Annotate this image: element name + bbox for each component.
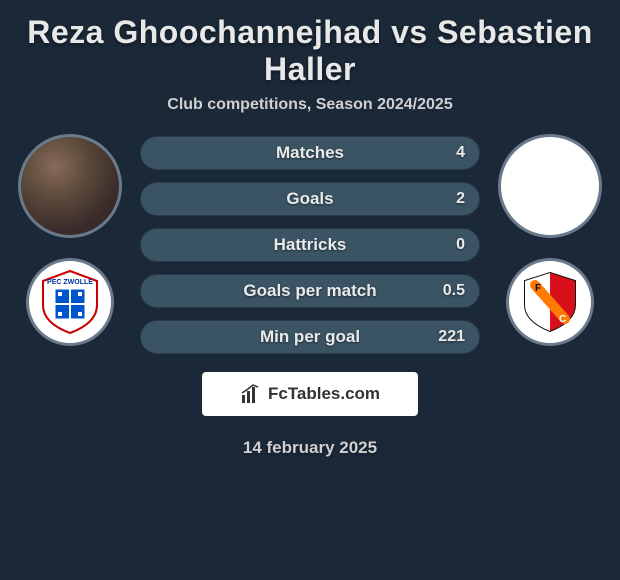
stat-label: Goals: [286, 189, 333, 209]
stat-row-mpg: Min per goal 221: [140, 320, 480, 354]
stat-label: Goals per match: [243, 281, 376, 301]
club-right-badge: F C: [506, 258, 594, 346]
stat-right-value: 0: [456, 236, 465, 254]
stat-row-matches: Matches 4: [140, 136, 480, 170]
stat-row-hattricks: Hattricks 0: [140, 228, 480, 262]
pec-zwolle-icon: PEC ZWOLLE: [35, 267, 105, 337]
stat-row-goals: Goals 2: [140, 182, 480, 216]
stat-label: Hattricks: [274, 235, 347, 255]
stat-label: Min per goal: [260, 327, 360, 347]
branding-badge[interactable]: FcTables.com: [202, 372, 418, 416]
stat-label: Matches: [276, 143, 344, 163]
stat-row-gpm: Goals per match 0.5: [140, 274, 480, 308]
player-right-avatar: [498, 134, 602, 238]
right-column: F C: [490, 134, 610, 346]
stat-right-value: 4: [456, 144, 465, 162]
subtitle: Club competitions, Season 2024/2025: [0, 96, 620, 134]
left-column: PEC ZWOLLE: [10, 134, 130, 346]
svg-text:F: F: [535, 283, 541, 294]
stat-right-value: 2: [456, 190, 465, 208]
player-left-avatar: [18, 134, 122, 238]
page-title: Reza Ghoochannejhad vs Sebastien Haller: [0, 0, 620, 96]
stat-right-value: 0.5: [443, 282, 465, 300]
chart-icon: [240, 383, 262, 405]
date-line: 14 february 2025: [140, 438, 480, 458]
stat-right-value: 221: [438, 328, 465, 346]
stats-column: Matches 4 Goals 2 Hattricks 0 Goals per …: [130, 134, 490, 458]
comparison-card: Reza Ghoochannejhad vs Sebastien Haller …: [0, 0, 620, 580]
club-left-badge: PEC ZWOLLE: [26, 258, 114, 346]
svg-text:C: C: [559, 314, 566, 325]
fc-utrecht-icon: F C: [515, 267, 585, 337]
branding-text: FcTables.com: [268, 384, 380, 404]
main-row: PEC ZWOLLE Matches 4 G: [0, 134, 620, 458]
svg-text:PEC ZWOLLE: PEC ZWOLLE: [47, 279, 93, 286]
